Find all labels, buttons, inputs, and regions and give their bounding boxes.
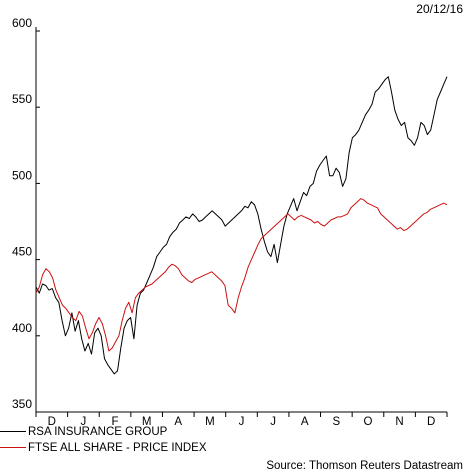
x-tick-label-6: J (239, 416, 245, 428)
x-tick-label-2: F (112, 416, 119, 428)
source-note: Source: Thomson Reuters Datastream (266, 460, 463, 472)
y-tick-label-550: 550 (12, 92, 32, 106)
legend-label-ftse: FTSE ALL SHARE - PRICE INDEX (28, 442, 207, 454)
series-line-1 (35, 198, 448, 352)
series-lines (35, 76, 448, 375)
legend-item-ftse: FTSE ALL SHARE - PRICE INDEX (0, 442, 207, 454)
x-tick-label-7: J (270, 416, 276, 428)
chart-axes (35, 27, 447, 413)
date-stamp: 20/12/16 (416, 2, 463, 16)
legend-swatch-rsa (0, 431, 26, 433)
y-tick-label-500: 500 (12, 168, 32, 182)
x-tick-label-10: O (363, 416, 372, 428)
series-line-0 (35, 76, 448, 375)
legend-item-rsa: RSA INSURANCE GROUP (0, 426, 167, 438)
x-tick-label-11: N (395, 416, 403, 428)
x-tick-label-9: S (333, 416, 341, 428)
x-tick-label-1: J (81, 416, 87, 428)
x-tick-label-5: M (205, 416, 215, 428)
x-tick-label-0: D (48, 416, 56, 428)
y-tick-label-350: 350 (12, 397, 32, 411)
x-tick-label-8: A (301, 416, 309, 428)
x-tick-label-3: M (142, 416, 152, 428)
x-tick-label-4: A (174, 416, 182, 428)
legend-swatch-ftse (0, 447, 26, 449)
y-tick-label-600: 600 (12, 16, 32, 30)
y-tick-label-400: 400 (12, 321, 32, 335)
y-axis-ticks: 350 400 450 500 550 600 (12, 16, 40, 413)
legend-label-rsa: RSA INSURANCE GROUP (28, 426, 168, 438)
y-tick-label-450: 450 (12, 245, 32, 259)
x-tick-label-12: D (427, 416, 435, 428)
